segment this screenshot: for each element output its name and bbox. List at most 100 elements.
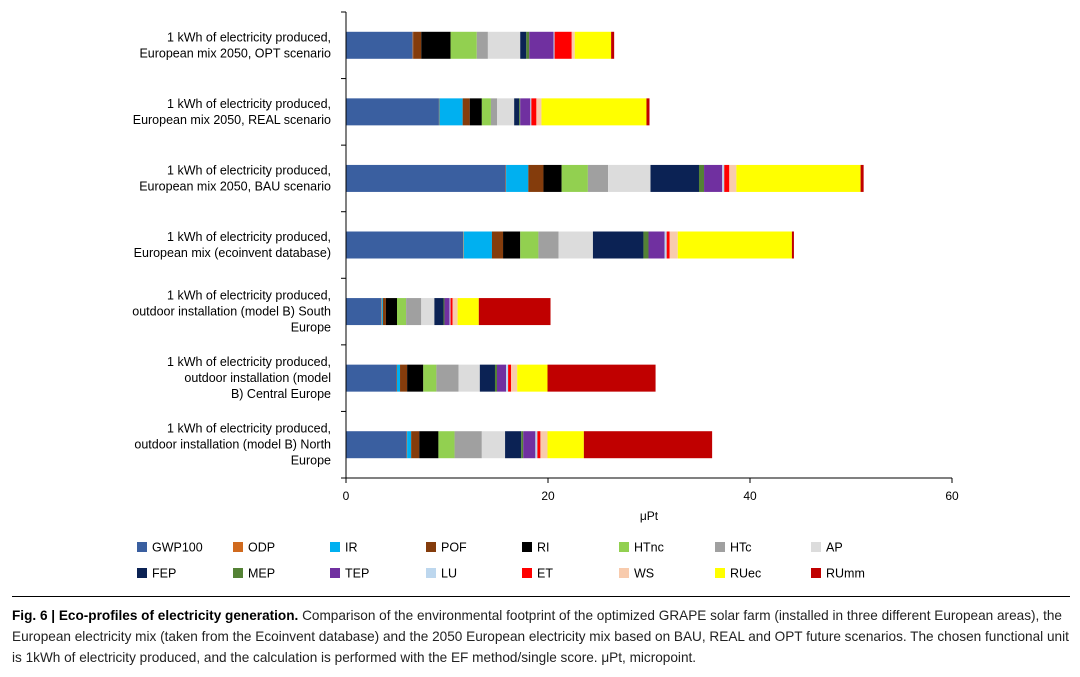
- x-tick-label-60: 60: [945, 489, 959, 503]
- bar-segment-gwp100-5: [346, 364, 397, 392]
- bar-segment-odp-6: [406, 431, 408, 459]
- legend-item-ap: AP: [811, 541, 843, 555]
- legend-label-tep: TEP: [345, 567, 369, 581]
- figure-caption: Fig. 6 | Eco-profiles of electricity gen…: [12, 605, 1074, 668]
- bar-segment-lu-5: [506, 364, 509, 392]
- bar-segment-mep-4: [443, 298, 445, 326]
- bar-segment-ri-3: [503, 231, 521, 259]
- bar-segment-fep-2: [650, 164, 699, 192]
- legend-item-pof: POF: [426, 541, 467, 555]
- category-labels: 1 kWh of electricity produced, European m…: [132, 30, 331, 467]
- bar-segment-htnc-5: [423, 364, 437, 392]
- legend-swatch-ri: [522, 542, 532, 552]
- legend-item-tep: TEP: [330, 567, 369, 581]
- bar-segment-odp-1: [438, 98, 440, 126]
- caption-text: Comparison of the environmental footprin…: [12, 608, 1069, 665]
- legend-item-ri: RI: [522, 541, 550, 555]
- bar-segment-ap-4: [421, 298, 435, 326]
- legend-item-et: ET: [522, 567, 553, 581]
- category-label-4: 1 kWh of electricity produced, outdoor in…: [132, 289, 331, 335]
- category-label-2: 1 kWh of electricity produced, European m…: [139, 163, 331, 193]
- bar-segment-ws-3: [669, 231, 678, 259]
- x-tick-label-20: 20: [541, 489, 555, 503]
- legend-label-odp: ODP: [248, 541, 275, 555]
- legend-swatch-tep: [330, 568, 340, 578]
- bar-segment-et-5: [508, 364, 512, 392]
- bar-segment-tep-0: [529, 31, 554, 59]
- x-tick-label-40: 40: [743, 489, 757, 503]
- bar-segment-htc-0: [476, 31, 488, 59]
- bar-segment-htnc-3: [520, 231, 539, 259]
- legend-item-mep: MEP: [233, 567, 275, 581]
- bar-segment-ws-2: [729, 164, 737, 192]
- bar-segment-ri-4: [385, 298, 397, 326]
- bar-segment-fep-6: [505, 431, 522, 459]
- bar-segment-tep-6: [523, 431, 536, 459]
- bar-segment-odp-0: [412, 31, 414, 59]
- bar-segment-pof-1: [462, 98, 470, 126]
- bar-segment-ri-1: [469, 98, 482, 126]
- bar-segment-ap-5: [458, 364, 480, 392]
- legend-label-fep: FEP: [152, 567, 176, 581]
- bar-segment-odp-2: [505, 164, 507, 192]
- bar-segment-odp-4: [381, 298, 382, 326]
- bar-segment-gwp100-4: [346, 298, 382, 326]
- bar-segment-ws-6: [540, 431, 548, 459]
- legend-swatch-ap: [811, 542, 821, 552]
- legend-swatch-mep: [233, 568, 243, 578]
- legend-item-ws: WS: [619, 567, 654, 581]
- bar-segment-ir-5: [397, 364, 401, 392]
- legend-item-fep: FEP: [137, 567, 176, 581]
- bar-segment-mep-6: [521, 431, 524, 459]
- legend-swatch-ir: [330, 542, 340, 552]
- bar-segment-fep-4: [434, 298, 444, 326]
- bar-segment-htc-3: [538, 231, 559, 259]
- bar-segment-htnc-4: [397, 298, 407, 326]
- bar-segment-mep-1: [519, 98, 521, 126]
- bar-segment-pof-6: [411, 431, 420, 459]
- legend-item-gwp100: GWP100: [137, 541, 203, 555]
- bar-segment-odp-5: [396, 364, 398, 392]
- bar-segment-mep-0: [526, 31, 530, 59]
- category-label-0: 1 kWh of electricity produced, European m…: [139, 30, 331, 60]
- legend-swatch-odp: [233, 542, 243, 552]
- legend-label-htnc: HTnc: [634, 541, 664, 555]
- bar-segment-ap-3: [558, 231, 593, 259]
- bar-segment-ruec-0: [574, 31, 612, 59]
- legend-label-htc: HTc: [730, 541, 752, 555]
- bar-segment-et-3: [666, 231, 670, 259]
- bar-segment-gwp100-2: [346, 164, 506, 192]
- bar-segment-ir-1: [439, 98, 463, 126]
- bar-segment-ap-1: [497, 98, 515, 126]
- bar-segment-htnc-0: [450, 31, 477, 59]
- legend-label-mep: MEP: [248, 567, 275, 581]
- bar-segment-tep-3: [648, 231, 665, 259]
- legend-swatch-ws: [619, 568, 629, 578]
- legend-label-rumm: RUmm: [826, 567, 865, 581]
- bar-segment-ws-1: [536, 98, 542, 126]
- legend-swatch-ruec: [715, 568, 725, 578]
- bar-segment-rumm-4: [478, 298, 551, 326]
- bar-segment-et-4: [450, 298, 453, 326]
- bar-segment-et-0: [554, 31, 572, 59]
- bar-segment-tep-5: [497, 364, 507, 392]
- caption-title: Fig. 6 | Eco-profiles of electricity gen…: [12, 608, 299, 623]
- legend-swatch-rumm: [811, 568, 821, 578]
- legend-label-ap: AP: [826, 541, 843, 555]
- bar-segment-ruec-1: [541, 98, 647, 126]
- bar-segment-pof-3: [491, 231, 504, 259]
- legend-label-pof: POF: [441, 541, 467, 555]
- legend-swatch-pof: [426, 542, 436, 552]
- bar-segment-mep-5: [494, 364, 497, 392]
- bar-segment-ir-3: [463, 231, 492, 259]
- legend-label-ir: IR: [345, 541, 358, 555]
- bar-segment-odp-3: [463, 231, 464, 259]
- bar-segment-htc-2: [587, 164, 609, 192]
- bar-segment-ruec-3: [677, 231, 792, 259]
- bar-segment-tep-4: [444, 298, 450, 326]
- category-label-6: 1 kWh of electricity produced, outdoor in…: [134, 422, 331, 468]
- bar-segment-lu-3: [664, 231, 667, 259]
- bar-segment-htnc-2: [561, 164, 588, 192]
- bar-segment-htnc-6: [438, 431, 455, 459]
- bar-segment-ruec-2: [736, 164, 861, 192]
